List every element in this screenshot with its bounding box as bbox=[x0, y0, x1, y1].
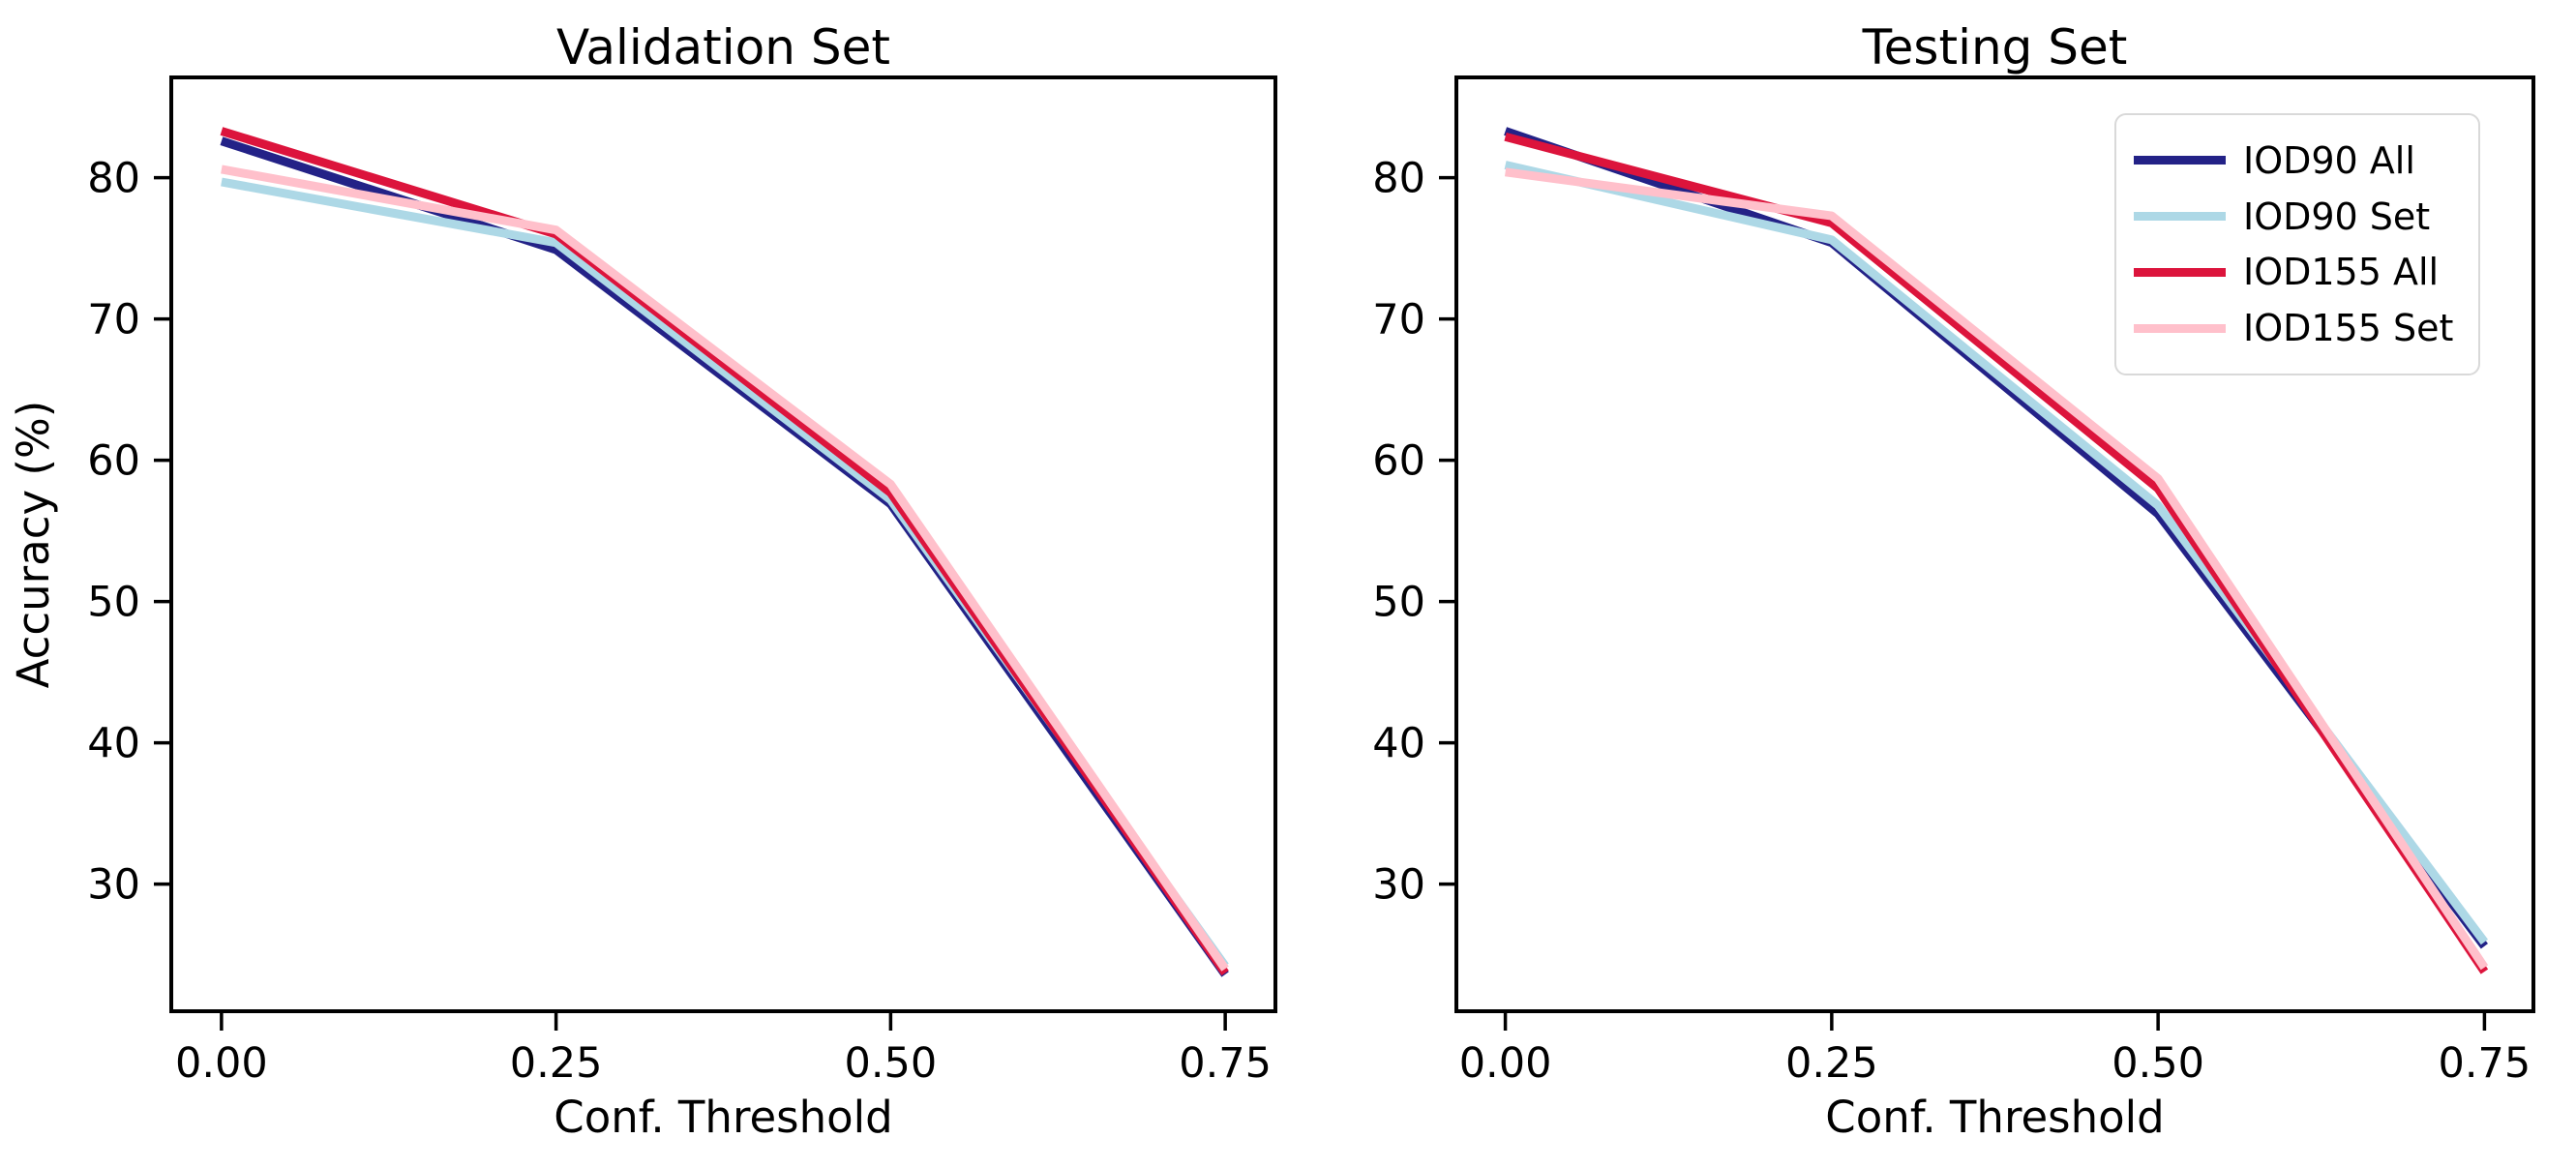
validation-set-subplot: 30 40 50 60 70 80 0.00 0.25 0.50 0.75 Validation S… bbox=[8, 19, 1277, 1143]
y-tick-label: 40 bbox=[87, 720, 140, 768]
legend-label: IOD155 All bbox=[2243, 251, 2440, 294]
series-line-iod90-all bbox=[220, 136, 1229, 977]
plot-title: Validation Set bbox=[556, 19, 890, 75]
y-tick-label: 60 bbox=[1372, 437, 1425, 486]
x-tick-label: 0.00 bbox=[1459, 1039, 1552, 1088]
y-tick-label: 50 bbox=[87, 579, 140, 627]
y-tick-label: 30 bbox=[87, 861, 140, 910]
x-tick-label: 0.75 bbox=[2439, 1039, 2531, 1088]
axes-spine bbox=[169, 75, 1277, 1013]
x-axis-label: Conf. Threshold bbox=[1825, 1092, 2164, 1143]
series-line-iod155-set bbox=[1505, 167, 2489, 971]
legend-item-iod155-set: IOD155 Set bbox=[2134, 310, 2469, 346]
y-tick-label: 50 bbox=[1372, 579, 1425, 627]
x-tick-label: 0.00 bbox=[175, 1039, 268, 1088]
y-tick-label: 80 bbox=[87, 155, 140, 203]
axes-spine bbox=[1454, 75, 2535, 1013]
legend-swatch-iod155-all bbox=[2134, 267, 2226, 277]
y-tick-label: 70 bbox=[1372, 296, 1425, 344]
y-tick-label: 70 bbox=[87, 296, 140, 344]
legend-item-iod90-set: IOD90 Set bbox=[2134, 198, 2469, 235]
x-tick-label: 0.50 bbox=[2112, 1039, 2204, 1088]
legend-label: IOD90 All bbox=[2243, 138, 2415, 182]
legend-item-iod90-all: IOD90 All bbox=[2134, 142, 2469, 179]
x-tick-label: 0.25 bbox=[1785, 1039, 1878, 1088]
legend-swatch-iod155-set bbox=[2134, 323, 2226, 333]
series-line-iod155-all bbox=[220, 127, 1229, 976]
series-line-iod155-set bbox=[221, 165, 1229, 972]
series-line-iod90-set bbox=[221, 177, 1229, 969]
y-axis-label: Accuracy (%) bbox=[8, 401, 59, 689]
y-tick-label: 30 bbox=[1372, 861, 1425, 910]
y-tick-label: 80 bbox=[1372, 155, 1425, 203]
y-tick-label: 60 bbox=[87, 437, 140, 486]
legend-label: IOD90 Set bbox=[2243, 195, 2431, 238]
legend-swatch-iod90-all bbox=[2134, 156, 2226, 165]
legend-label: IOD155 Set bbox=[2243, 307, 2454, 350]
x-tick-label: 0.50 bbox=[845, 1039, 938, 1088]
plot-title: Testing Set bbox=[1862, 19, 2128, 75]
legend-swatch-iod90-set bbox=[2134, 212, 2226, 222]
x-tick-label: 0.75 bbox=[1179, 1039, 1272, 1088]
x-axis-label: Conf. Threshold bbox=[554, 1092, 892, 1143]
y-tick-label: 40 bbox=[1372, 720, 1425, 768]
legend-item-iod155-all: IOD155 All bbox=[2134, 254, 2469, 290]
legend: IOD90 All IOD90 Set IOD155 All IOD155 Set bbox=[2114, 113, 2480, 375]
testing-set-subplot: 30 40 50 60 70 80 0.00 0.25 0.50 0.75 Testing Set C… bbox=[1372, 19, 2535, 1143]
x-tick-label: 0.25 bbox=[510, 1039, 603, 1088]
